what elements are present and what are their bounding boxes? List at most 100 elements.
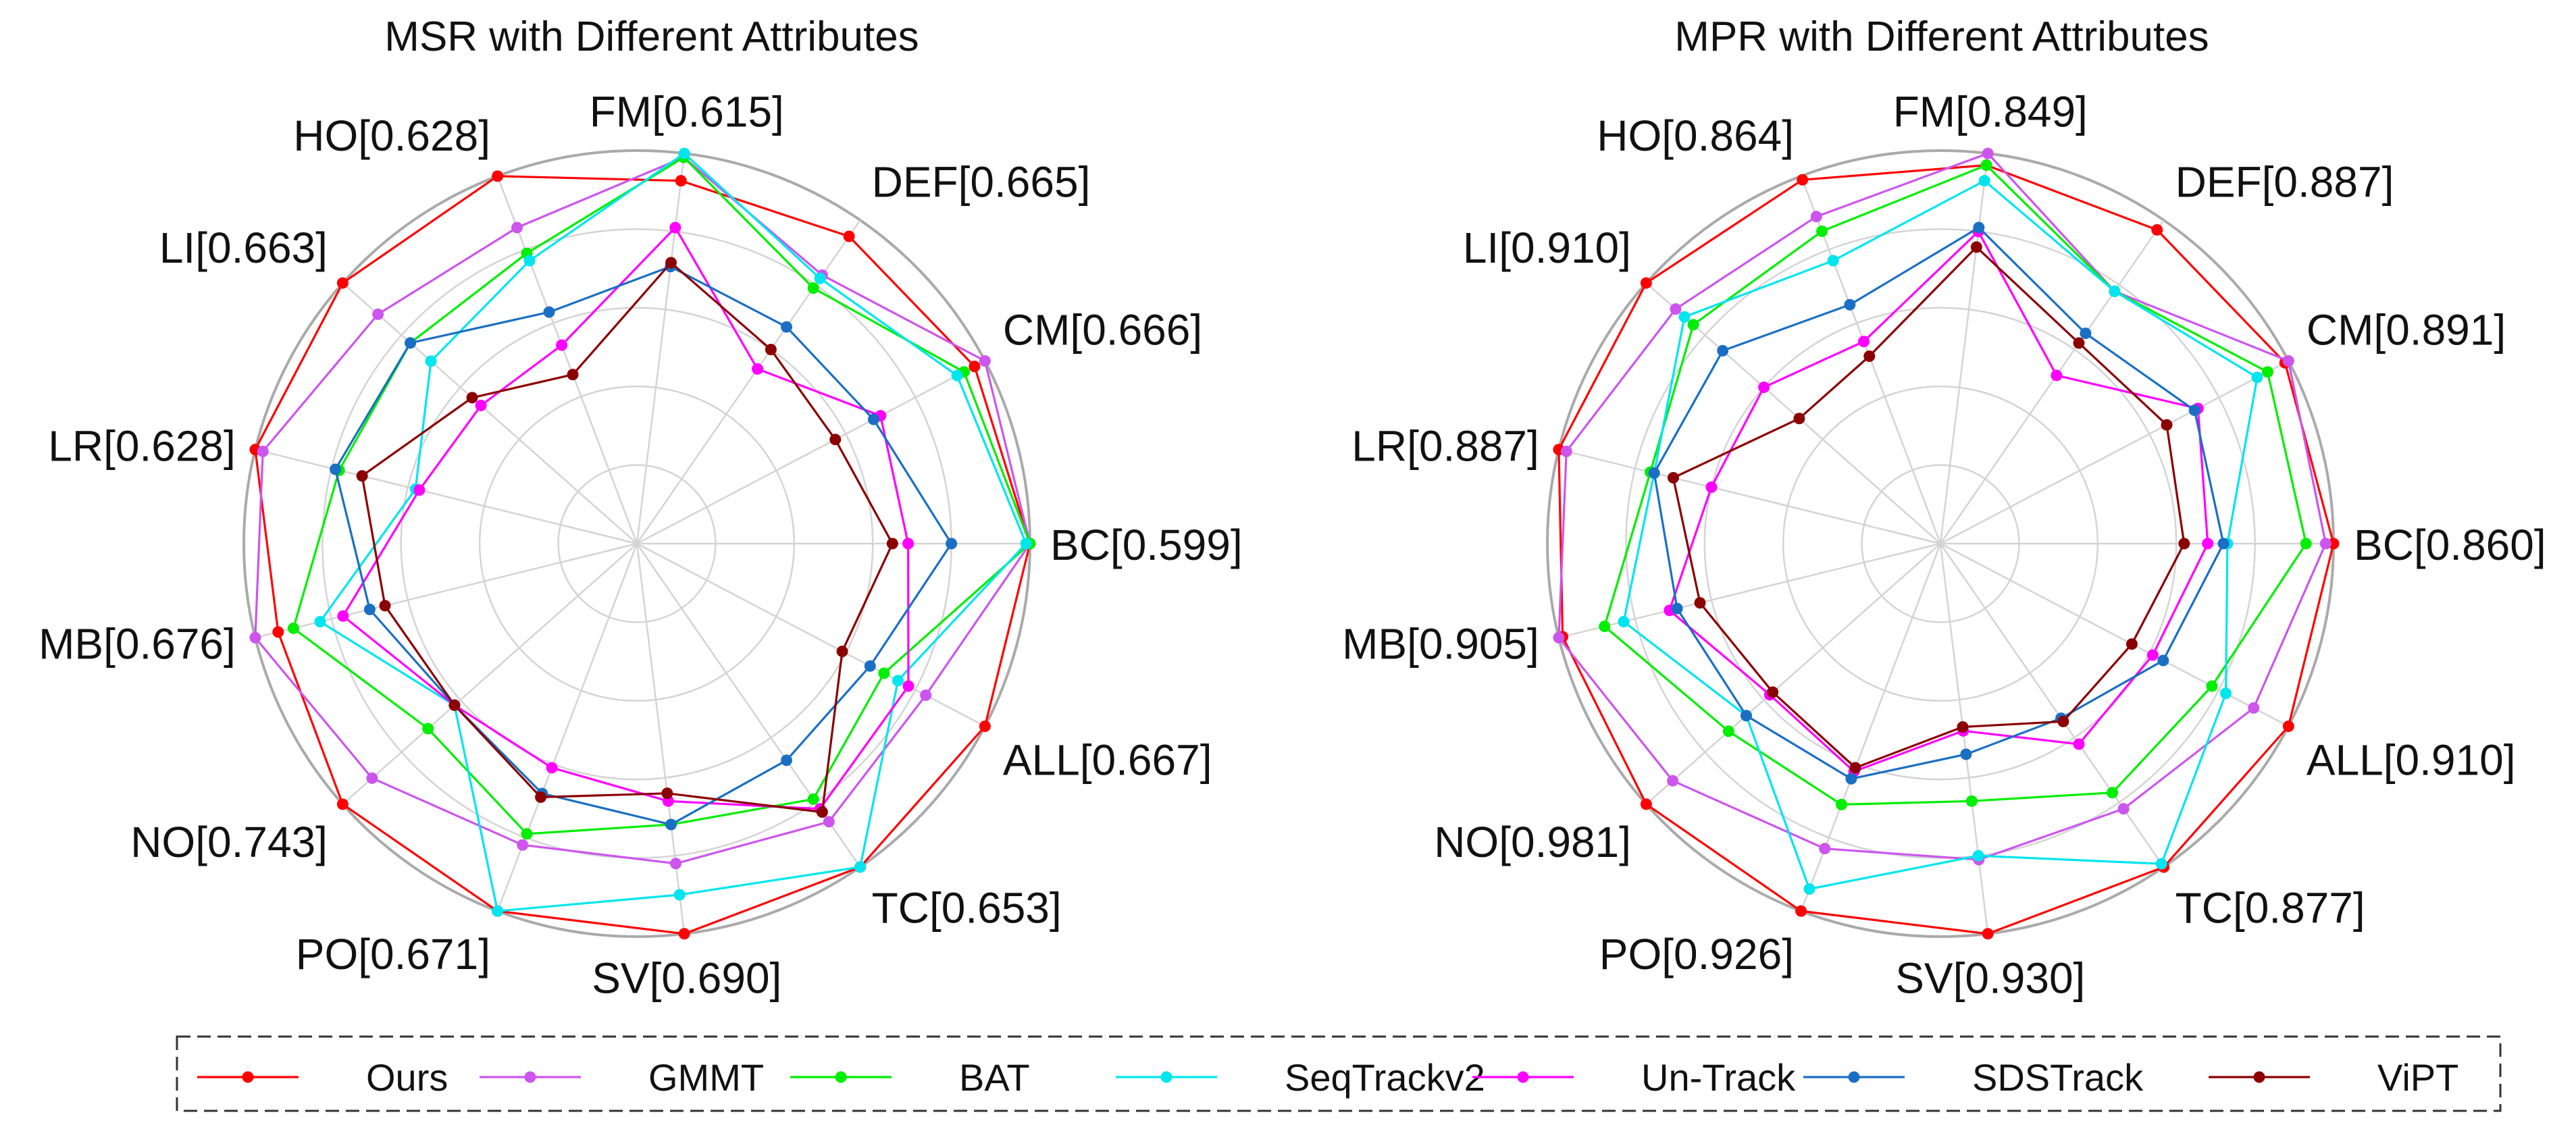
data-point (366, 772, 378, 784)
data-point (2073, 337, 2085, 349)
series-line (361, 261, 894, 814)
data-point (969, 361, 981, 373)
legend-entry-gmmt: GMMT (480, 1056, 764, 1099)
legend-marker (835, 1071, 847, 1083)
data-point (1803, 883, 1815, 895)
series-line (1603, 164, 2307, 806)
series-line (319, 152, 1027, 912)
data-point (854, 861, 867, 873)
axis-label: BC[0.860] (2354, 521, 2546, 569)
data-point (902, 680, 915, 692)
axis-label: MB[0.905] (1342, 619, 1539, 668)
series-sdstrack (330, 261, 958, 831)
data-point (902, 538, 915, 550)
axis-label: CM[0.891] (2307, 306, 2506, 355)
data-point (1553, 631, 1565, 644)
series-line (342, 226, 910, 810)
axis-label: FM[0.615] (590, 87, 784, 136)
legend-marker (524, 1071, 536, 1083)
data-point (1957, 721, 1969, 733)
data-point (287, 622, 299, 634)
data-point (523, 255, 536, 267)
series-vipt (356, 257, 898, 818)
data-point (2251, 371, 2263, 384)
data-point (829, 434, 842, 446)
data-point (816, 806, 828, 818)
data-point (781, 754, 793, 766)
legend-marker (242, 1071, 254, 1083)
data-point (1667, 775, 1679, 787)
data-point (2073, 738, 2085, 750)
series-line (334, 265, 953, 826)
data-point (1648, 467, 1660, 479)
data-point (535, 791, 547, 803)
data-point (1670, 303, 1682, 315)
legend-marker (1517, 1071, 1529, 1083)
series-bat (287, 151, 1036, 840)
data-point (2282, 720, 2294, 732)
data-point (1863, 350, 1876, 362)
data-point (448, 699, 461, 711)
data-point (670, 858, 682, 870)
data-point (2057, 715, 2069, 727)
data-point (1667, 472, 1679, 484)
data-point (1978, 175, 1990, 187)
data-point (2261, 366, 2273, 378)
data-point (413, 484, 426, 496)
data-point (1973, 221, 1985, 234)
grid-spoke (1645, 543, 1941, 805)
data-point (492, 905, 504, 917)
data-point (807, 282, 819, 294)
grid-spoke (1940, 360, 2289, 545)
axis-label: ALL[0.910] (2307, 735, 2516, 784)
data-point (1717, 344, 1729, 357)
grid-spoke (255, 448, 638, 545)
axis-label: DEF[0.665] (872, 157, 1091, 206)
data-point (1767, 686, 1779, 698)
data-point (2157, 654, 2169, 667)
data-point (2220, 687, 2232, 700)
data-point (878, 667, 890, 679)
data-point (511, 221, 523, 234)
grid-spoke (636, 153, 686, 544)
data-point (556, 339, 568, 351)
legend-entry-ours: Ours (197, 1056, 448, 1099)
data-point (781, 321, 793, 333)
axis-label: PO[0.926] (1599, 930, 1794, 978)
axis-label: NO[0.743] (130, 818, 328, 866)
axis-label: LI[0.663] (159, 224, 328, 272)
data-point (330, 463, 342, 475)
data-point (2282, 355, 2294, 367)
series-line (1557, 152, 2327, 861)
data-point (521, 828, 533, 840)
legend-label: GMMT (648, 1056, 764, 1099)
grid-spoke (1558, 448, 1941, 545)
data-point (843, 230, 855, 242)
data-point (661, 787, 673, 800)
legend-entry-sdstrack: SDSTrack (1803, 1056, 2144, 1099)
data-point (1640, 277, 1652, 289)
legend-label: Un-Track (1641, 1056, 1796, 1099)
data-point (920, 689, 932, 701)
data-point (1982, 928, 1994, 940)
data-point (2155, 858, 2167, 870)
grid-spoke (496, 176, 638, 544)
data-point (678, 147, 690, 159)
data-point (363, 603, 376, 615)
legend-label: Ours (366, 1056, 448, 1099)
data-point (951, 369, 963, 382)
data-point (1970, 241, 1982, 253)
data-point (2117, 803, 2130, 815)
axis-label: BC[0.599] (1050, 521, 1243, 569)
series-sdstrack (1648, 221, 2230, 785)
data-point (2202, 538, 2214, 550)
data-point (2319, 538, 2332, 550)
data-point (675, 175, 687, 187)
data-point (466, 392, 478, 404)
mpr-radar-chart: MPR with Different Attributes BC[0.860] C… (1342, 14, 2546, 1003)
grid-spoke (1939, 219, 2165, 544)
data-point (2080, 328, 2092, 340)
data-point (1722, 725, 1734, 737)
grid-spoke (1939, 543, 1989, 934)
series-line (1622, 180, 2259, 891)
